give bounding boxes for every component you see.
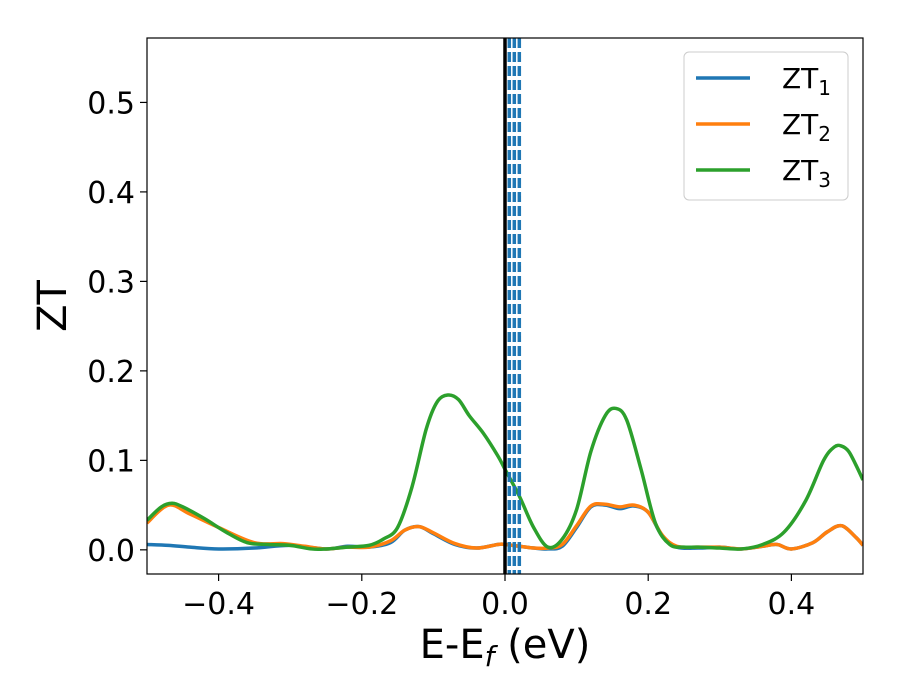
legend-label: ZT3 (782, 154, 831, 192)
x-tick-label: 0.0 (481, 587, 529, 622)
series-line-3 (147, 393, 863, 552)
plot-area (147, 38, 863, 574)
x-tick-label: 0.4 (768, 587, 816, 622)
y-tick-label: 0.5 (87, 86, 135, 121)
x-tick-label: 0.2 (624, 587, 672, 622)
y-tick-label: 0.3 (87, 265, 135, 300)
legend-label: ZT2 (782, 108, 831, 146)
y-tick-label: 0.1 (87, 444, 135, 479)
x-tick-label: −0.4 (182, 587, 255, 622)
y-tick-label: 0.2 (87, 355, 135, 390)
x-axis-label: E-Ef (eV) (420, 622, 591, 673)
y-axis: 0.0 0.1 0.2 0.3 0.4 0.5 (87, 86, 147, 569)
x-axis: −0.4 −0.2 0.0 0.2 0.4 (182, 574, 815, 622)
legend: ZT1 ZT2 ZT3 (683, 51, 849, 201)
y-tick-label: 0.0 (87, 534, 135, 569)
y-tick-label: 0.4 (87, 176, 135, 211)
legend-label: ZT1 (782, 62, 831, 100)
x-tick-label: −0.2 (325, 587, 398, 622)
y-axis-label: ZT (30, 280, 76, 332)
legend-box (683, 51, 849, 201)
